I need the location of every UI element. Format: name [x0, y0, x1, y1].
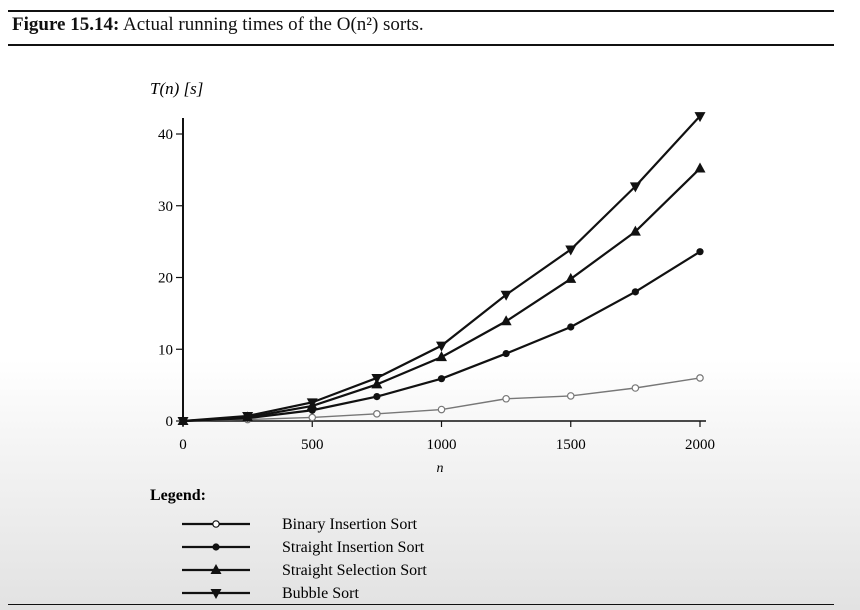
data-point-straight-insertion-sort [437, 375, 446, 383]
x-tick-label: 2000 [685, 437, 715, 453]
legend-label: Bubble Sort [282, 585, 359, 602]
data-point-binary-insertion-sort [437, 405, 446, 414]
caption-rule [8, 44, 834, 46]
x-axis-label: n [437, 461, 444, 476]
series-line-straight-selection-sort [182, 167, 701, 423]
x-tick-label: 500 [301, 437, 324, 453]
top-rule-thick [8, 10, 834, 12]
legend-label: Straight Selection Sort [282, 562, 427, 579]
y-tick-label: 40 [158, 127, 173, 143]
data-point-bubble-sort [694, 112, 706, 123]
series-straight-insertion-sort [179, 248, 704, 425]
legend-label: Straight Insertion Sort [282, 539, 425, 556]
data-point-bubble-sort [565, 245, 577, 256]
axes: 0 10 20 30 40 0 500 1000 1500 2000 [158, 118, 715, 453]
legend-marker [210, 564, 222, 574]
data-point-straight-insertion-sort [631, 288, 639, 296]
data-point-straight-insertion-sort [502, 349, 510, 358]
data-point-bubble-sort [436, 341, 447, 352]
legend-title: Legend: [150, 487, 206, 504]
data-point-straight-selection-sort [565, 272, 577, 283]
data-point-bubble-sort [371, 373, 383, 384]
legend-marker [210, 589, 222, 599]
y-tick-label: 10 [158, 342, 173, 358]
figure-title: Actual running times of the O(n²) sorts. [123, 14, 424, 35]
data-point-bubble-sort [500, 290, 512, 301]
data-point-straight-insertion-sort [373, 393, 381, 401]
legend-item-binary-insertion-sort: Binary Insertion Sort [182, 516, 418, 533]
x-tick-label: 1500 [556, 437, 586, 453]
data-point-binary-insertion-sort [502, 394, 510, 403]
data-point-straight-selection-sort [694, 162, 706, 173]
series-layer [177, 112, 706, 427]
series-bubble-sort [177, 112, 706, 427]
y-tick-label: 30 [158, 199, 173, 215]
figure-caption: Figure 15.14: Actual running times of th… [12, 14, 424, 36]
series-straight-selection-sort [177, 162, 706, 425]
data-point-bubble-sort [306, 398, 318, 409]
data-point-bubble-sort [242, 411, 254, 422]
legend-item-bubble-sort: Bubble Sort [182, 585, 359, 602]
bottom-rule [8, 604, 834, 605]
legend-item-straight-insertion-sort: Straight Insertion Sort [182, 539, 425, 556]
y-tick-label: 0 [166, 414, 174, 430]
data-point-bubble-sort [177, 417, 189, 427]
data-point-binary-insertion-sort [373, 410, 381, 418]
data-point-straight-selection-sort [629, 225, 641, 236]
x-tick-label: 1000 [427, 437, 457, 453]
data-point-straight-selection-sort [436, 351, 447, 362]
legend: Binary Insertion Sort Straight Insertion … [182, 516, 427, 602]
series-line-straight-insertion-sort [182, 250, 701, 423]
data-point-straight-selection-sort [500, 315, 512, 326]
legend-marker [212, 520, 220, 528]
data-point-straight-insertion-sort [567, 323, 575, 331]
legend-marker [212, 543, 220, 551]
x-tick-label: 0 [179, 437, 187, 453]
data-point-bubble-sort [629, 182, 641, 193]
data-point-binary-insertion-sort [631, 384, 640, 392]
data-point-straight-insertion-sort [696, 248, 704, 256]
y-axis-label: T(n) [s] [150, 79, 203, 98]
figure-number: Figure 15.14: [12, 14, 120, 35]
legend-label: Binary Insertion Sort [282, 516, 418, 533]
data-point-binary-insertion-sort [696, 374, 704, 382]
y-tick-label: 20 [158, 271, 173, 287]
data-point-binary-insertion-sort [566, 392, 575, 400]
data-point-binary-insertion-sort [308, 413, 317, 422]
legend-item-straight-selection-sort: Straight Selection Sort [182, 562, 427, 579]
